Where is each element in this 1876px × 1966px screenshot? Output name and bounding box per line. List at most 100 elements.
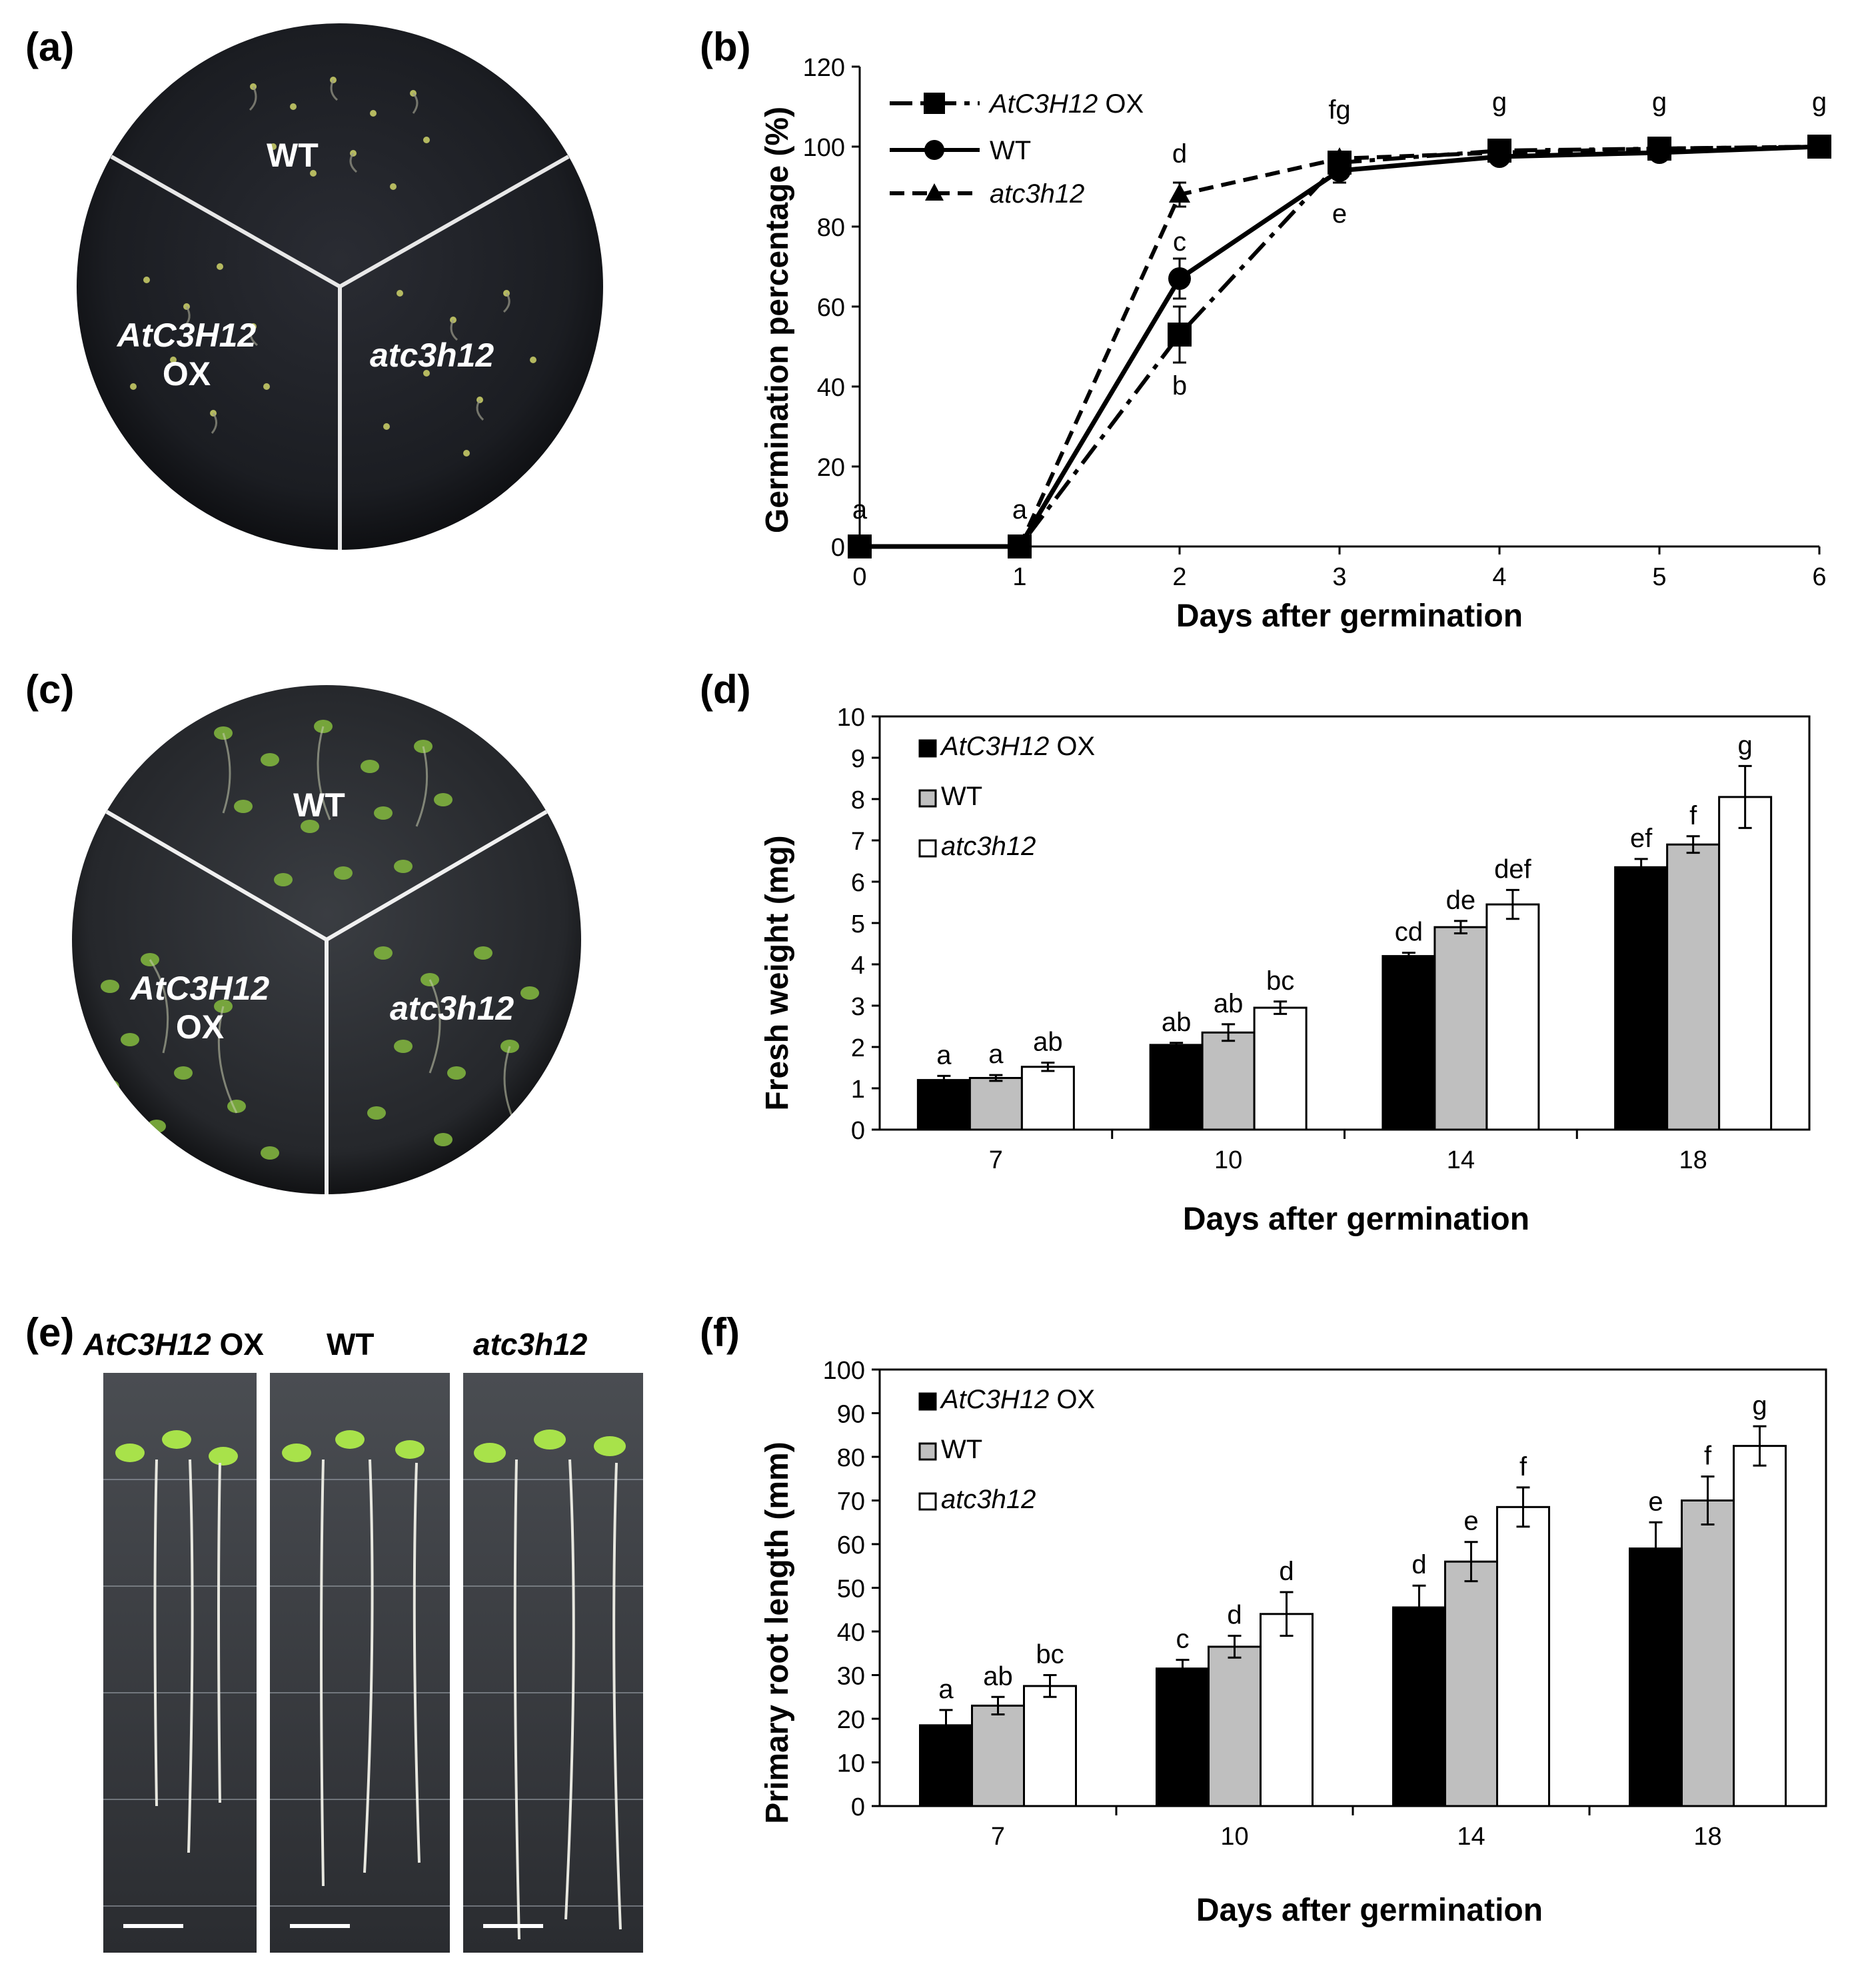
significance-letter-d: f <box>1689 801 1697 830</box>
plate-dividers-a <box>110 155 570 550</box>
y-tick-label-d: 7 <box>851 828 865 856</box>
plate-c-mutant-label: atc3h12 <box>390 990 514 1027</box>
plate-a-ox-label: AtC3H12 OX <box>117 317 257 393</box>
y-axis-label-f: Primary root length (mm) <box>760 1442 795 1823</box>
bar-f-AtC3H12-10 <box>1156 1667 1210 1807</box>
legend-d: AtC3H12 OX WT atc3h12 <box>918 732 1095 861</box>
y-tick-label-f: 30 <box>837 1663 865 1691</box>
x-tick-label-b: 3 <box>1332 563 1346 591</box>
data-point-b <box>1168 267 1191 290</box>
y-tick-label-d: 8 <box>851 786 865 814</box>
x-tick-label-f: 18 <box>1693 1823 1721 1851</box>
legend-label-d: AtC3H12 OX <box>940 732 1095 761</box>
bar-f-AtC3H12-14 <box>1392 1606 1446 1807</box>
legend-label-b: AtC3H12 OX <box>988 89 1144 119</box>
bar-f-atc3h12-18 <box>1733 1445 1787 1807</box>
plate-c-ox-label: AtC3H12 OX <box>130 970 270 1046</box>
bar-f-AtC3H12-18 <box>1629 1547 1683 1807</box>
significance-letter-b: g <box>1812 87 1827 117</box>
bar-d-atc3h12-18 <box>1718 796 1773 1131</box>
y-tick-label-f: 60 <box>837 1531 865 1559</box>
significance-letter-f: d <box>1411 1550 1426 1579</box>
significance-letter-f: a <box>938 1675 954 1704</box>
significance-letter-f: g <box>1752 1391 1767 1420</box>
bar-d-AtC3H12-18 <box>1614 866 1669 1131</box>
bar-d-atc3h12-14 <box>1485 903 1540 1131</box>
bar-f-WT-18 <box>1681 1499 1735 1807</box>
significance-letter-d: cd <box>1395 918 1423 947</box>
data-point-b <box>849 535 870 554</box>
x-tick-label-d: 18 <box>1679 1146 1707 1174</box>
x-axis-label-f: Days after germination <box>1196 1893 1543 1928</box>
significance-letter-f: f <box>1519 1452 1527 1481</box>
x-tick-label-b: 1 <box>1012 563 1026 591</box>
data-point-b <box>1649 137 1670 157</box>
y-tick-label-d: 10 <box>837 704 865 732</box>
x-tick-label-b: 6 <box>1812 563 1826 591</box>
y-tick-label-d: 5 <box>851 910 865 938</box>
significance-letter-b: g <box>1652 87 1667 117</box>
legend-f: AtC3H12 OX WT atc3h12 <box>918 1385 1095 1514</box>
x-tick-label-d: 10 <box>1214 1146 1242 1174</box>
y-tick-label-f: 50 <box>837 1575 865 1603</box>
plate-photo-a <box>77 23 603 550</box>
plate-photo-c <box>72 685 581 1194</box>
photo-e-mutant-label: atc3h12 <box>473 1327 588 1362</box>
plate-a-ox-suffix: OX <box>162 355 211 393</box>
seedlings-a <box>130 77 536 457</box>
x-tick-label-b: 2 <box>1172 563 1186 591</box>
significance-letter-d: ab <box>1162 1008 1192 1037</box>
plate-c-ox-name: AtC3H12 <box>130 970 270 1007</box>
axes-f: 0 10 20 30 40 50 60 70 80 90 100 7 10 14 18 <box>823 1357 1827 1851</box>
y-tick-label-b: 100 <box>803 134 845 162</box>
photo-e-ox-label: AtC3H12 OX <box>83 1326 264 1362</box>
y-tick-label-f: 0 <box>851 1793 865 1821</box>
y-tick-label-f: 80 <box>837 1444 865 1472</box>
x-tick-label-b: 5 <box>1652 563 1666 591</box>
significance-letter-d: bc <box>1266 966 1294 996</box>
panel-label-b: (b) <box>700 25 751 69</box>
significance-letter-b: a <box>1012 495 1028 524</box>
panel-label-f: (f) <box>700 1310 740 1355</box>
legend-swatch-d <box>918 839 937 858</box>
significance-letter-b: b <box>1172 371 1187 401</box>
data-point-b <box>1809 135 1830 155</box>
seedlings-c <box>101 720 559 1160</box>
y-tick-label-f: 40 <box>837 1619 865 1647</box>
y-tick-label-d: 9 <box>851 745 865 773</box>
significance-letter-f: bc <box>1036 1640 1064 1669</box>
legend-label-f: WT <box>941 1435 982 1464</box>
legend-marker-b <box>924 93 945 114</box>
bar-f-WT-14 <box>1444 1560 1498 1807</box>
photo-e-ox-name: AtC3H12 <box>83 1327 211 1362</box>
significance-letter-d: def <box>1494 854 1531 884</box>
significance-letter-f: d <box>1227 1601 1242 1630</box>
root-panel-mutant <box>463 1373 643 1953</box>
plate-a-mutant-label: atc3h12 <box>370 337 494 374</box>
bar-d-WT-14 <box>1433 926 1488 1131</box>
significance-letter-b: c <box>1173 227 1186 257</box>
y-tick-label-b: 80 <box>817 214 845 242</box>
y-tick-label-b: 0 <box>831 534 845 562</box>
legend-label-d: atc3h12 <box>941 832 1036 861</box>
y-tick-label-d: 2 <box>851 1034 865 1062</box>
data-point-b <box>1009 535 1030 554</box>
series-b-atc3h12 <box>849 135 1830 554</box>
legend-swatch-d <box>918 789 937 808</box>
axes-b: 0 20 40 60 80 100 120 0 1 2 3 4 5 6 <box>803 54 1827 591</box>
bar-f-atc3h12-7 <box>1023 1685 1077 1807</box>
x-tick-label-b: 4 <box>1492 563 1506 591</box>
bar-f-WT-10 <box>1208 1645 1262 1807</box>
y-tick-label-d: 6 <box>851 869 865 897</box>
x-tick-label-d: 7 <box>989 1146 1003 1174</box>
data-point-b <box>1168 323 1192 347</box>
y-tick-label-d: 3 <box>851 993 865 1021</box>
y-tick-label-f: 100 <box>823 1357 865 1385</box>
significance-letter-b: d <box>1172 139 1187 169</box>
significance-letter-d: ab <box>1033 1028 1063 1057</box>
significance-letter-f: ab <box>983 1661 1013 1691</box>
bar-d-atc3h12-10 <box>1253 1006 1308 1131</box>
axes-d: 0 1 2 3 4 5 6 7 8 9 10 7 10 14 18 <box>837 704 1811 1174</box>
plate-c-ox-suffix: OX <box>175 1008 225 1046</box>
